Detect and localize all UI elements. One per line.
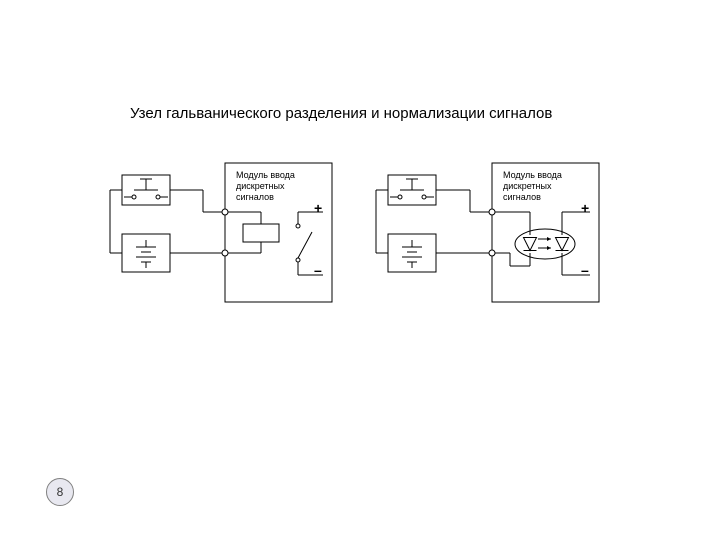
schematic-diagram: [0, 0, 720, 540]
